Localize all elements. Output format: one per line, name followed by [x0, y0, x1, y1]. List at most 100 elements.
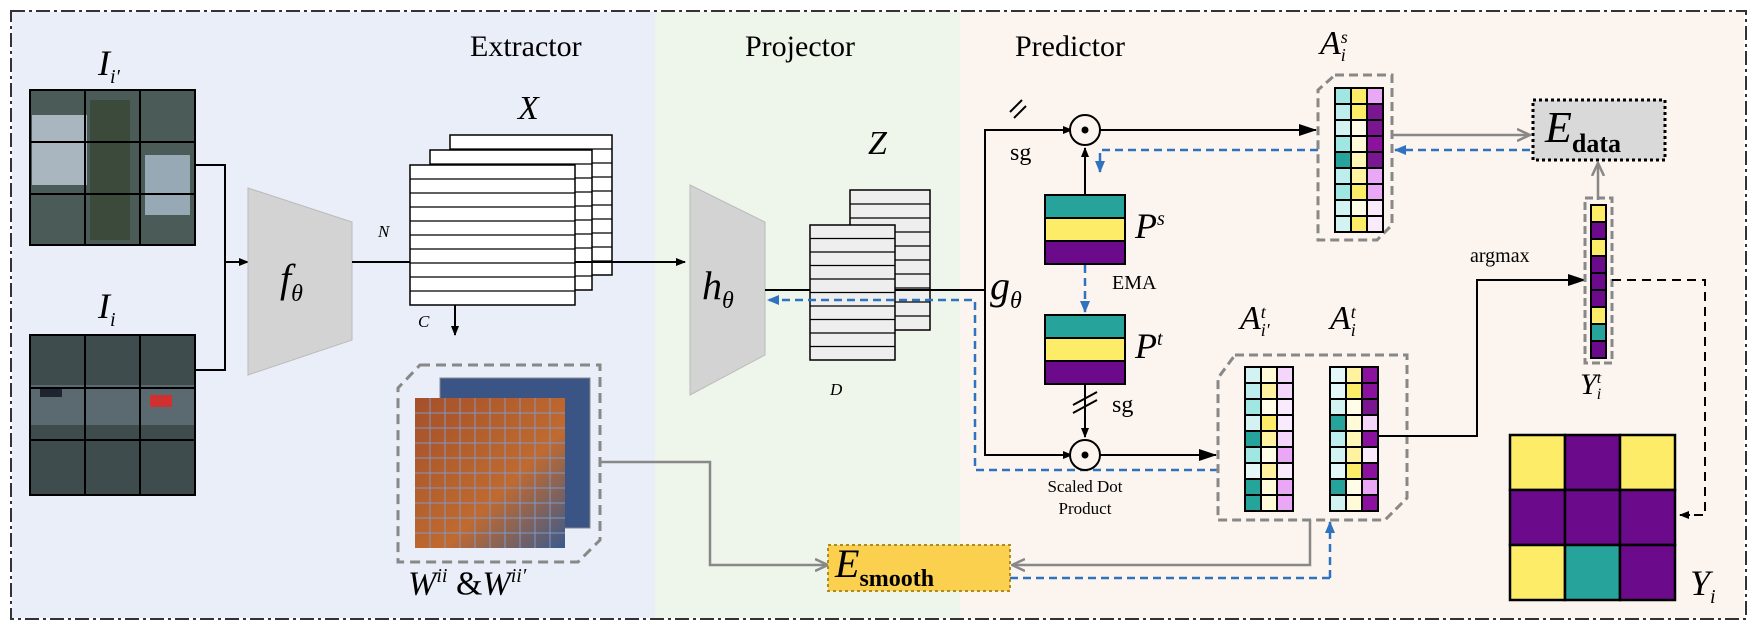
assignment-cell — [1361, 446, 1379, 464]
label-map-cell — [1508, 488, 1567, 547]
section-predictor-label: Predictor — [1015, 30, 1125, 63]
assignment-cell — [1350, 119, 1368, 137]
assignment-cell — [1244, 478, 1262, 496]
assignment-cell — [1260, 494, 1278, 512]
dim-d-label: D — [830, 380, 843, 399]
assignment-cell — [1276, 446, 1294, 464]
label-vector-cell — [1590, 238, 1607, 257]
assignment-cell — [1366, 151, 1384, 169]
prototypes-teacher — [1044, 314, 1126, 385]
ema-label: EMA — [1112, 272, 1157, 294]
arrow-w-to-smooth — [600, 460, 828, 565]
assignment-cell — [1276, 494, 1294, 512]
x-label: X — [518, 90, 539, 127]
assignment-cell — [1345, 478, 1363, 496]
assignment-cell — [1350, 167, 1368, 185]
label-vector-cell — [1590, 306, 1607, 325]
as-boundary — [1316, 73, 1394, 242]
dot-product-op-bottom — [1069, 439, 1101, 471]
assignment-cell — [1260, 366, 1278, 384]
label-map-cell — [1508, 543, 1567, 602]
assignment-cell — [1361, 366, 1379, 384]
input-image-prime — [29, 89, 196, 246]
arrow-at-to-smooth — [1012, 520, 1312, 565]
assignment-cell — [1244, 366, 1262, 384]
assignment-cell — [1361, 478, 1379, 496]
label-map-cell — [1618, 433, 1677, 492]
assignment-cell — [1329, 462, 1347, 480]
image-label: Ii — [98, 286, 116, 332]
assignment-cell — [1350, 183, 1368, 201]
assignment-cell — [1244, 430, 1262, 448]
loss-data-box — [1531, 98, 1667, 162]
label-vector-cell — [1590, 221, 1607, 240]
assignment-cell — [1260, 462, 1278, 480]
assignment-cell — [1366, 87, 1384, 105]
label-vector — [1590, 204, 1607, 359]
loss-smooth-box — [827, 544, 1011, 592]
affinity-label: Wii &Wii′ — [408, 565, 527, 603]
assignment-cell — [1334, 167, 1352, 185]
f-theta-label: fθ — [280, 256, 303, 307]
assignment-cell — [1276, 478, 1294, 496]
assignment-cell — [1276, 382, 1294, 400]
assignment-cell — [1361, 462, 1379, 480]
assignment-cell — [1366, 135, 1384, 153]
assignment-teacher-matrix — [1329, 366, 1379, 512]
label-vector-cell — [1590, 255, 1607, 274]
dot-product-op-top — [1069, 114, 1101, 146]
prototype-row — [1044, 337, 1126, 362]
assignment-cell — [1345, 414, 1363, 432]
label-vector-cell — [1590, 340, 1607, 359]
assignment-cell — [1361, 398, 1379, 416]
assignment-cell — [1260, 430, 1278, 448]
prototype-row — [1044, 360, 1126, 385]
assignment-cell — [1244, 414, 1262, 432]
label-map-cell — [1563, 433, 1622, 492]
assignment-cell — [1276, 462, 1294, 480]
stop-grad-mark-bottom — [1072, 391, 1098, 414]
outer-border — [10, 10, 1747, 620]
assignment-cell — [1244, 446, 1262, 464]
g-theta-label: gθ — [990, 263, 1022, 314]
assignment-teacher-prime-matrix — [1244, 366, 1294, 512]
assignment-cell — [1329, 382, 1347, 400]
feature-x-stack — [409, 134, 613, 306]
h-theta-label: hθ — [702, 263, 734, 314]
prototype-row — [1044, 240, 1126, 265]
assignment-cell — [1366, 167, 1384, 185]
assignment-cell — [1345, 366, 1363, 384]
assignment-cell — [1334, 199, 1352, 217]
label-vector-cell — [1590, 272, 1607, 291]
label-map-cell — [1508, 433, 1567, 492]
assignment-cell — [1361, 414, 1379, 432]
image-prime-label: Ii′ — [98, 43, 120, 89]
grad-to-projector — [767, 295, 1218, 472]
assignment-cell — [1244, 398, 1262, 416]
assignment-cell — [1366, 183, 1384, 201]
feature-z-stack — [809, 189, 931, 361]
assignment-cell — [1334, 135, 1352, 153]
assignment-cell — [1361, 494, 1379, 512]
dim-c-label: C — [418, 312, 430, 331]
assignment-cell — [1345, 462, 1363, 480]
label-vector-cell — [1590, 204, 1607, 223]
reshape-arrow — [1612, 279, 1706, 516]
section-projector-label: Projector — [745, 30, 855, 63]
pt-label: Pt — [1135, 326, 1163, 366]
assignment-cell — [1276, 398, 1294, 416]
assignment-cell — [1329, 446, 1347, 464]
label-vector-cell — [1590, 289, 1607, 308]
z-label: Z — [868, 125, 887, 162]
label-map-cell — [1563, 488, 1622, 547]
assignment-cell — [1276, 366, 1294, 384]
prototype-row — [1044, 194, 1126, 219]
prototype-row — [1044, 217, 1126, 242]
label-map-cell — [1618, 488, 1677, 547]
assignment-cell — [1334, 87, 1352, 105]
sg-bottom-label: sg — [1112, 392, 1134, 418]
